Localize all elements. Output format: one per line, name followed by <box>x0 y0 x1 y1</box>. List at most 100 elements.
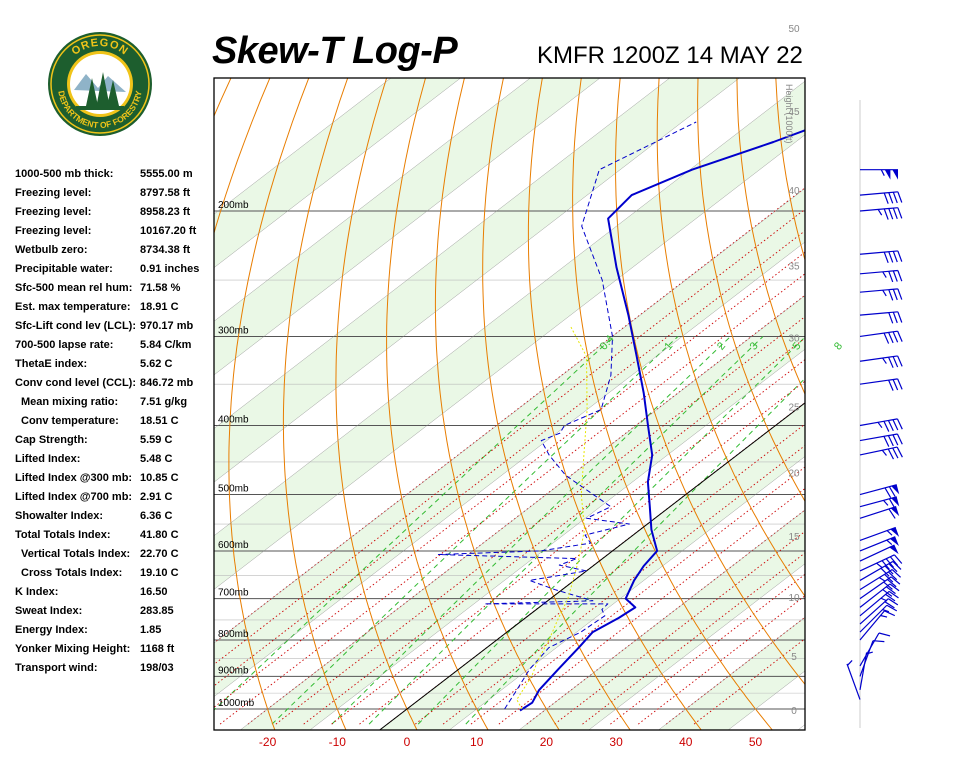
wind-barb-flag <box>888 332 894 344</box>
height-axis-title: Height (1000ft) <box>784 84 794 144</box>
wind-barb <box>859 446 903 460</box>
height-tick-label: 5 <box>791 652 797 663</box>
wind-barb <box>859 604 898 633</box>
wind-barb-flag <box>897 250 903 262</box>
stat-label: Cap Strength: <box>15 434 88 446</box>
pressure-label: 300mb <box>218 325 249 336</box>
wind-barb-flag <box>887 571 898 581</box>
isotherm-line <box>214 134 805 590</box>
wind-barb-flag <box>896 433 903 445</box>
wind-barb <box>860 169 898 180</box>
wind-barb-flag <box>888 271 894 283</box>
wind-barb-flag <box>891 569 902 578</box>
wind-barb-flag <box>888 192 894 204</box>
stat-value: 2.91 C <box>140 491 173 503</box>
wind-barb-flag <box>884 487 892 498</box>
height-tick-label: 20 <box>788 469 800 480</box>
stat-value: 5.48 C <box>140 453 173 465</box>
wind-barb-shaft <box>859 598 889 625</box>
stat-value: 41.80 C <box>140 529 179 541</box>
wind-barb-flag <box>884 610 896 617</box>
wind-barb-flag <box>885 593 896 602</box>
pressure-label: 600mb <box>218 540 249 551</box>
isotherm-line <box>214 78 601 376</box>
stat-label: Lifted Index: <box>15 453 81 465</box>
dry-adiabat <box>884 0 960 739</box>
dry-adiabat <box>282 78 349 730</box>
wind-barb-flag <box>888 379 894 391</box>
wind-barb-flag <box>888 312 894 324</box>
x-tick-label: -10 <box>329 735 347 749</box>
stat-label: Freezing level: <box>15 206 92 218</box>
wind-barb-shaft <box>859 610 885 641</box>
wind-barb-flag <box>892 192 898 204</box>
wind-barb-flag <box>892 270 898 282</box>
wind-barb-flag <box>847 660 853 666</box>
dry-adiabat <box>952 0 960 739</box>
wind-barb-shaft <box>859 207 898 212</box>
isotherm-band <box>214 188 805 697</box>
wind-barb-flag <box>884 601 895 609</box>
wind-barb-shaft <box>859 536 896 552</box>
wind-barb-flag <box>892 434 899 446</box>
mixing-ratio-line <box>214 336 614 711</box>
wind-barb-flag <box>888 356 894 368</box>
wind-barb-flag <box>887 435 894 447</box>
mixing-ratio-line <box>271 336 679 725</box>
isotherm-line <box>214 188 805 644</box>
wind-barb-flag <box>892 289 898 301</box>
wind-barb-pennant <box>889 545 899 555</box>
dry-adiabat <box>386 78 489 730</box>
pressure-label: 800mb <box>218 629 249 640</box>
wind-barb-shaft <box>859 378 898 385</box>
wind-barb-shaft <box>859 569 893 591</box>
pressure-label: 400mb <box>218 414 249 425</box>
wind-barb-shaft <box>859 640 874 677</box>
wind-barb-flag <box>888 208 894 220</box>
wind-barb-flag <box>892 251 898 263</box>
wind-barb-pennant <box>889 536 899 546</box>
stat-value: 10167.20 ft <box>140 225 197 237</box>
wind-barb-flag <box>877 421 883 429</box>
pressure-label: 700mb <box>218 588 249 599</box>
height-tick-label: 25 <box>788 402 800 413</box>
wind-barb-flag <box>897 311 903 323</box>
wind-barb-shaft <box>859 191 898 196</box>
stat-value: 22.70 C <box>140 548 179 560</box>
stat-label: Showalter Index: <box>15 510 104 522</box>
wind-barb-flag <box>887 448 895 460</box>
wind-barb-flag <box>887 598 899 606</box>
dry-adiabat <box>434 78 560 730</box>
isotherm-line <box>214 80 805 537</box>
wind-barb <box>859 590 899 617</box>
wind-barb-flag <box>888 563 898 573</box>
wind-barb-flag <box>880 567 890 577</box>
dry-adiabat <box>614 78 805 686</box>
wind-barb <box>859 378 903 391</box>
moist-adiabat <box>693 638 805 725</box>
wind-barb-shaft <box>859 330 898 338</box>
stat-label: Transport wind: <box>15 662 98 674</box>
wind-barb-flag <box>889 556 899 566</box>
moist-adiabat <box>247 294 805 725</box>
wind-barb <box>846 660 861 700</box>
wind-barb <box>859 610 896 641</box>
stat-label: Sfc-Lift cond lev (LCL): <box>15 320 136 332</box>
dewpoint-trace <box>437 121 697 710</box>
wind-barb <box>859 526 900 542</box>
wind-barb-shaft <box>859 496 897 508</box>
wind-barb-flag <box>897 207 903 219</box>
wind-barb-flag <box>897 288 903 300</box>
station-time-label: KMFR 1200Z 14 MAY 22 <box>537 42 803 69</box>
wind-barb <box>859 355 903 368</box>
stat-label: 700-500 lapse rate: <box>15 339 114 351</box>
stat-label: 1000-500 mb thick: <box>15 168 114 180</box>
stat-label: Vertical Totals Index: <box>21 548 131 560</box>
wind-barb-flag <box>892 419 899 431</box>
stat-value: 1168 ft <box>140 643 175 655</box>
stat-value: 8958.23 ft <box>140 206 191 218</box>
wind-barb-flag <box>866 651 873 655</box>
x-tick-label: -20 <box>259 735 277 749</box>
wind-barb-shaft <box>859 418 898 427</box>
wind-barb-flag <box>882 357 887 364</box>
